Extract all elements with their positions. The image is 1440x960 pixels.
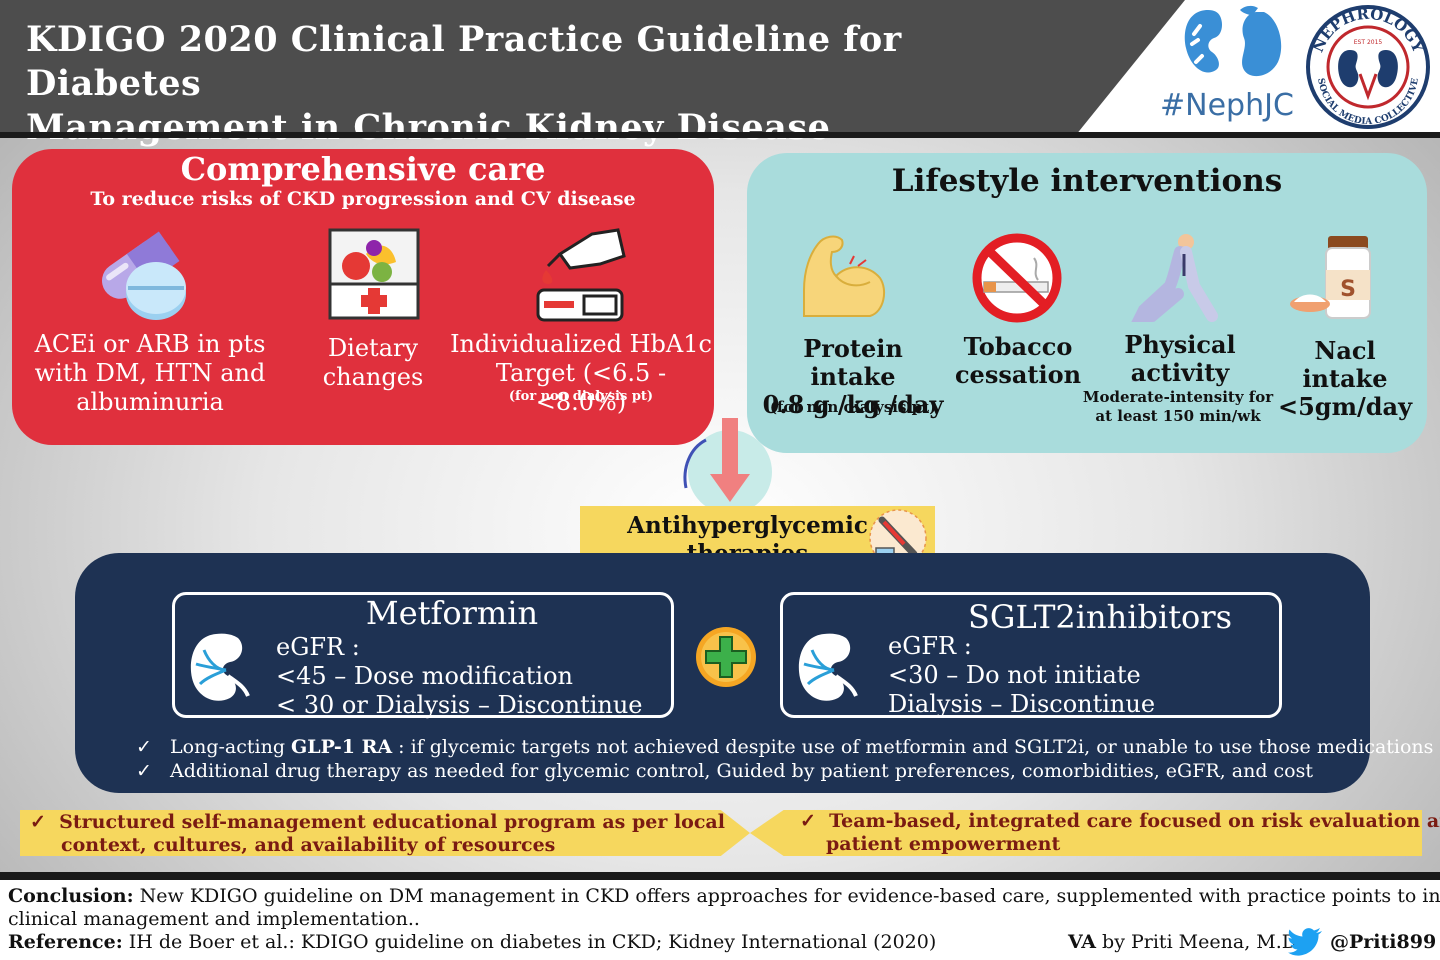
salt-jar-letter: S [1340, 277, 1356, 302]
author-credit: VA by Priti Meena, M.D [1068, 931, 1297, 954]
footer [0, 880, 1440, 960]
conclusion-text: New KDIGO guideline on DM management in … [133, 885, 1440, 907]
lifestyle-item-nacl: Nacl intake <5gm/day [1270, 337, 1420, 421]
nephrology-social-media-collective-logo: NEPHROLOGY SOCIAL MEDIA COLLECTIVE EST 2… [1300, 4, 1436, 130]
header-divider [0, 132, 1440, 138]
support-line: patient empowerment [826, 833, 1061, 855]
lifestyle-item-line: Nacl intake [1302, 336, 1388, 393]
team-care-bar [750, 810, 1422, 856]
metformin-box [172, 592, 674, 718]
care-item-dietary: Dietary changes [300, 334, 446, 392]
sglt2-rule-1: <30 – Do not initiate [888, 661, 1141, 689]
check-icon: ✓ [136, 736, 152, 758]
lifestyle-item-line: cessation [954, 360, 1082, 389]
lifestyle-item-line: <5gm/day [1277, 392, 1413, 421]
glp1-bullet: ✓ Long-acting GLP-1 RA : if glycemic tar… [136, 736, 1433, 758]
lifestyle-item-physical-note: Moderate-intensity for at least 150 min/… [1078, 388, 1278, 426]
sglt2-egfr-label: eGFR : [888, 632, 972, 660]
lifestyle-title: Lifestyle interventions [891, 163, 1283, 199]
logo-est: EST 2015 [1354, 39, 1383, 46]
team-care-text: ✓ Team-based, integrated care focused on… [800, 810, 1440, 856]
conclusion: Conclusion: New KDIGO guideline on DM ma… [8, 885, 1440, 931]
title-line-2: Management in Chronic Kidney Disease [26, 107, 831, 148]
lifestyle-item-physical: Physical activity [1100, 331, 1260, 387]
kidney-icon [186, 630, 262, 708]
nephjc-hashtag: #NephJC [1160, 88, 1294, 123]
title-line-1: KDIGO 2020 Clinical Practice Guideline f… [26, 19, 902, 104]
care-item-hba1c: Individualized HbA1c Target (<6.5 - <8.0… [448, 330, 714, 417]
pill-icon [90, 224, 200, 324]
comprehensive-care-subtitle: To reduce risks of CKD progression and C… [90, 188, 636, 210]
sglt2-title: SGLT2inhibitors [967, 598, 1233, 636]
care-item-line: changes [322, 363, 424, 391]
yoga-person-icon [1129, 232, 1230, 326]
check-icon: ✓ [30, 811, 46, 833]
kidney-icon [794, 630, 870, 708]
care-item-hba1c-note: (for non dialysis pt) [508, 389, 654, 404]
no-smoking-icon [968, 232, 1066, 324]
diet-icon [326, 226, 422, 322]
care-item-line: Individualized HbA1c [450, 330, 712, 358]
support-line: Team-based, integrated care focused on r… [829, 810, 1440, 832]
additional-therapy-bullet: ✓ Additional drug therapy as needed for … [136, 760, 1366, 782]
metformin-egfr-label: eGFR : [276, 633, 360, 661]
header-band [0, 0, 1185, 132]
bullet-text: : if glycemic targets not achieved despi… [392, 736, 1434, 758]
twitter-handle: @Priti899 [1330, 931, 1437, 953]
conclusion-text: clinical management and implementation.. [8, 908, 420, 930]
self-management-bar [20, 810, 750, 856]
lifestyle-item-line: activity [1130, 358, 1230, 387]
page-title: KDIGO 2020 Clinical Practice Guideline f… [26, 18, 1086, 150]
metformin-title: Metformin [365, 594, 539, 632]
sglt2-box [780, 592, 1282, 718]
reference-label: Reference: [8, 931, 123, 953]
care-item-line: Dietary [327, 334, 419, 362]
va-label: VA [1068, 931, 1097, 953]
comprehensive-care-title: Comprehensive care [180, 150, 546, 188]
care-item-acei-arb: ACEi or ARB in pts with DM, HTN and albu… [30, 330, 270, 417]
lifestyle-item-protein: Protein intake 0.8 g /kg /day [760, 335, 946, 419]
lifestyle-item-line: Protein intake [803, 334, 903, 391]
lifestyle-item-line: Physical [1124, 330, 1236, 359]
reference: Reference: IH de Boer et al.: KDIGO guid… [8, 931, 936, 954]
care-item-line: Target (<6.5 - <8.0%) [495, 359, 667, 416]
reference-text: IH de Boer et al.: KDIGO guideline on di… [122, 931, 937, 953]
lifestyle-item-protein-note: (for non dialysis pt) [769, 398, 937, 416]
sglt2-rule-2: Dialysis – Discontinue [888, 690, 1156, 718]
support-line: context, cultures, and availability of r… [61, 834, 556, 856]
muscle-arm-icon [796, 230, 890, 320]
check-icon: ✓ [800, 810, 816, 832]
antihyperglycemic-line: Antihyperglycemic [627, 512, 868, 539]
lifestyle-item-tobacco: Tobacco cessation [950, 333, 1086, 389]
bullet-text: Additional drug therapy as needed for gl… [170, 760, 1313, 782]
footer-divider [0, 872, 1440, 880]
twitter-bird-icon [1288, 927, 1324, 957]
lifestyle-item-line: 0.8 g /kg /day [762, 390, 944, 419]
nephjc-kidney-logo-icon [1178, 4, 1290, 88]
check-icon: ✓ [136, 760, 152, 782]
lifestyle-note-line: Moderate-intensity for [1082, 388, 1274, 406]
salt-jar-icon: S [1288, 230, 1384, 322]
self-management-text: ✓ Structured self-management educational… [30, 811, 730, 857]
support-line: Structured self-management educational p… [59, 811, 725, 833]
lifestyle-note-line: at least 150 min/wk [1095, 407, 1261, 425]
care-item-line: ACEi or ARB in pts [34, 330, 266, 358]
author-name: by Priti Meena, M.D [1096, 931, 1297, 953]
metformin-rule-2: < 30 or Dialysis – Discontinue [276, 691, 643, 719]
metformin-rule-1: <45 – Dose modification [276, 662, 573, 690]
bullet-bold: GLP-1 RA [291, 736, 393, 758]
conclusion-label: Conclusion: [8, 885, 134, 907]
care-item-line: with DM, HTN and [34, 359, 266, 387]
down-arrow-icon [680, 418, 780, 518]
lifestyle-item-line: Tobacco [963, 332, 1073, 361]
care-item-line: albuminuria [76, 388, 224, 416]
plus-icon [694, 625, 758, 689]
bullet-text: Long-acting [170, 736, 292, 758]
glucometer-icon [530, 226, 630, 324]
